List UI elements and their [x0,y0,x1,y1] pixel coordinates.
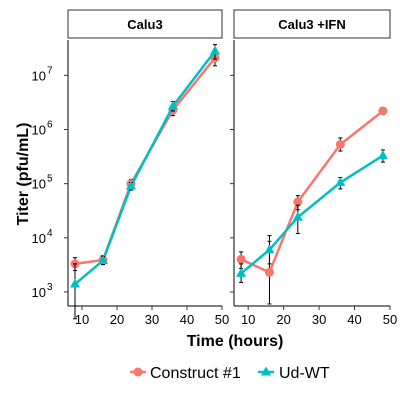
x-tick-label: 50 [215,312,229,327]
panel-title: Calu3 [127,17,162,32]
legend-key-circle [133,367,143,377]
series-construct-1 [236,106,388,305]
data-point [335,177,346,187]
x-tick-label: 50 [383,312,397,327]
y-tick-label: 10 [32,231,46,246]
data-point [264,267,274,277]
strip-background [67,9,223,39]
data-point [168,100,178,110]
data-point [378,106,388,116]
y-tick-label: 10 [32,285,46,300]
x-tick-label: 20 [110,312,124,327]
data-point [377,150,388,160]
data-point [292,211,303,221]
panel-title: Calu3 +IFN [278,17,346,32]
x-tick-label: 30 [312,312,326,327]
y-tick-exponent: 3 [47,282,53,293]
x-tick-label: 30 [145,312,159,327]
legend-item-ud-wt: Ud-WT [258,365,330,382]
series-line [240,109,384,274]
data-point [70,278,80,288]
legend-label: Ud-WT [279,365,330,382]
x-tick-label: 40 [180,312,194,327]
data-point [126,180,136,190]
y-tick-exponent: 7 [47,65,53,76]
x-tick-label: 10 [241,312,255,327]
y-tick-label: 10 [32,68,46,83]
y-axis-title: Titer (pfu/mL) [15,123,32,226]
x-tick-label: 10 [75,312,89,327]
series-ud-wt [236,149,388,283]
data-point [264,244,275,254]
data-point [98,255,108,265]
y-tick-exponent: 5 [47,174,53,185]
data-point [236,267,247,277]
series-line [240,154,384,275]
y-tick-exponent: 6 [47,120,53,131]
legend-label: Construct #1 [150,365,241,382]
data-point [293,197,303,207]
x-tick-label: 40 [347,312,361,327]
panel-calu3-ifn: Calu3 +IFN 10 20 30 40 50 [230,9,397,327]
series-line [74,50,216,285]
series-ud-wt [70,44,220,320]
legend: Construct #1 Ud-WT [130,365,330,382]
y-tick-exponent: 4 [47,228,53,239]
legend-key-triangle [261,366,271,376]
data-point [210,45,220,55]
legend-item-construct-1: Construct #1 [130,365,241,382]
strip-background [233,9,391,39]
y-tick-label: 10 [32,123,46,138]
data-point [236,254,246,264]
x-axis-title: Time (hours) [187,333,284,350]
y-tick-label: 10 [32,177,46,192]
data-point [335,139,345,149]
x-tick-label: 20 [276,312,290,327]
